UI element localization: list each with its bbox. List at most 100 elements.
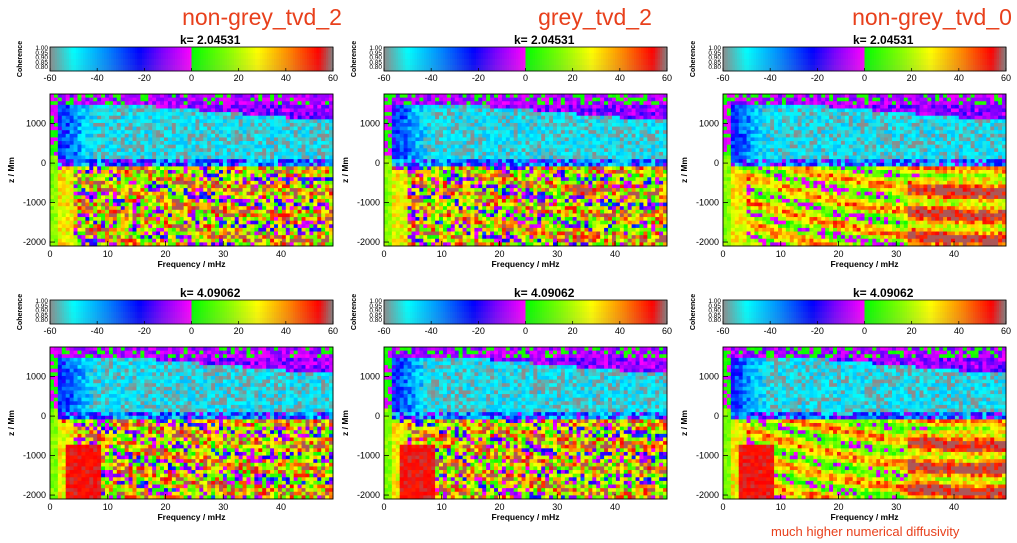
heatmap-cell: [329, 137, 334, 142]
heatmap-cell: [321, 188, 326, 193]
heatmap-cell: [50, 133, 55, 138]
colorbar-cell: [52, 59, 56, 66]
heatmap-cell: [203, 198, 208, 204]
heatmap-cell: [415, 224, 420, 229]
heatmap-cell: [93, 213, 98, 218]
heatmap-cell: [120, 209, 126, 214]
heatmap-cell: [226, 122, 232, 128]
colorbar-cell: [608, 65, 611, 72]
colorbar-cell: [497, 47, 501, 54]
heatmap-cell: [199, 108, 204, 113]
heatmap-cell: [462, 151, 468, 157]
heatmap-cell: [160, 195, 165, 200]
heatmap-cell: [270, 224, 275, 229]
colorbar-cell: [205, 47, 209, 54]
heatmap-cell: [65, 108, 71, 113]
heatmap-cell: [246, 104, 251, 109]
heatmap-cell: [93, 141, 98, 146]
heatmap-cell: [466, 101, 471, 106]
heatmap-cell: [238, 112, 244, 117]
heatmap-cell: [242, 108, 248, 113]
heatmap-cell: [69, 119, 75, 124]
heatmap-cell: [148, 224, 153, 229]
heatmap-cell: [281, 191, 287, 196]
heatmap-cell: [108, 137, 114, 142]
heatmap-cell: [270, 220, 275, 225]
heatmap-cell: [152, 231, 157, 236]
heatmap-cell: [175, 137, 181, 142]
colorbar-cell: [582, 47, 586, 54]
heatmap-cell: [73, 137, 79, 142]
heatmap-cell: [285, 119, 291, 124]
heatmap-cell: [136, 231, 141, 236]
heatmap-cell: [435, 238, 440, 243]
heatmap-cell: [152, 137, 157, 142]
heatmap-cell: [128, 220, 134, 225]
heatmap-cell: [325, 97, 330, 102]
heatmap-cell: [195, 184, 200, 189]
heatmap-cell: [211, 108, 216, 113]
colorbar-cell: [532, 53, 536, 60]
heatmap-cell: [105, 173, 110, 178]
heatmap-cell: [191, 198, 196, 204]
heatmap-cell: [136, 119, 141, 124]
heatmap-cell: [183, 209, 189, 214]
heatmap-cell: [395, 238, 401, 243]
colorbar-cell: [556, 65, 560, 72]
heatmap-cell: [120, 148, 126, 153]
heatmap-cell: [250, 170, 255, 175]
heatmap-cell: [411, 235, 416, 240]
heatmap-cell: [148, 177, 153, 182]
heatmap-cell: [262, 191, 267, 196]
heatmap-cell: [108, 242, 114, 247]
heatmap-cell: [219, 115, 224, 120]
heatmap-cell: [234, 177, 240, 182]
heatmap-cell: [395, 173, 401, 178]
heatmap-cell: [470, 137, 475, 142]
heatmap-cell: [462, 144, 468, 149]
heatmap-cell: [171, 206, 177, 211]
heatmap-cell: [230, 213, 236, 218]
heatmap-cell: [163, 97, 169, 102]
heatmap-cell: [242, 162, 248, 167]
heatmap-cell: [281, 206, 287, 211]
heatmap-cell: [207, 155, 212, 160]
heatmap-cell: [407, 198, 413, 204]
heatmap-cell: [81, 235, 86, 240]
heatmap-cell: [199, 198, 204, 204]
heatmap-cell: [230, 159, 236, 164]
heatmap-cell: [411, 213, 416, 218]
heatmap-cell: [313, 213, 318, 218]
colorbar-cell: [384, 53, 387, 60]
colorbar-cell: [593, 47, 597, 54]
colorbar-cell: [290, 59, 294, 66]
heatmap-cell: [246, 144, 251, 149]
heatmap-cell: [65, 101, 71, 106]
heatmap-cell: [462, 101, 468, 106]
heatmap-cell: [57, 238, 63, 243]
colorbar-cell: [398, 59, 402, 66]
heatmap-cell: [301, 191, 306, 196]
colorbar-cell: [641, 65, 645, 72]
heatmap-cell: [446, 141, 452, 146]
heatmap-cell: [73, 122, 79, 128]
colorbar-cell: [596, 47, 600, 54]
heatmap-cell: [446, 133, 452, 138]
heatmap-cell: [144, 108, 149, 113]
heatmap-cell: [81, 170, 86, 175]
heatmap-cell: [148, 148, 153, 153]
heatmap-cell: [61, 180, 67, 185]
heatmap-cell: [454, 151, 460, 157]
heatmap-cell: [187, 144, 192, 149]
heatmap-cell: [285, 122, 291, 128]
heatmap-cell: [163, 195, 169, 200]
colorbar-cell: [563, 53, 567, 60]
heatmap-cell: [207, 144, 212, 149]
colorbar-cell: [281, 65, 285, 72]
heatmap-cell: [203, 119, 208, 124]
colorbar-cell: [513, 53, 517, 60]
heatmap-cell: [163, 130, 169, 135]
heatmap-cell: [419, 195, 424, 200]
heatmap-cell: [132, 231, 137, 236]
heatmap-cell: [163, 206, 169, 211]
